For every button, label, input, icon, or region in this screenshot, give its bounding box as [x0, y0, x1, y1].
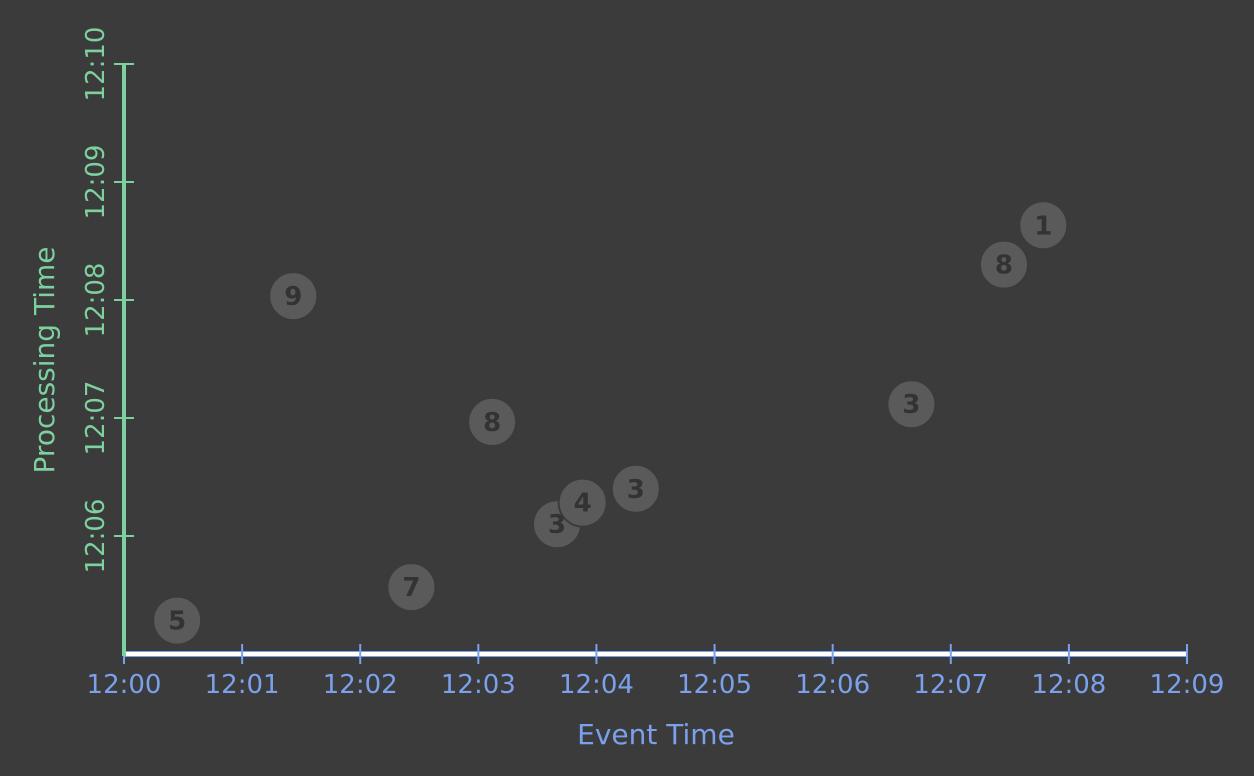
data-point-label: 3 — [627, 475, 645, 505]
x-axis-line — [124, 652, 1187, 656]
y-axis: 12:06 12:07 12:08 12:09 12:10 — [81, 27, 134, 656]
data-point: 9 — [268, 271, 319, 322]
x-tick-label: 12:02 — [323, 670, 398, 700]
data-point: 1 — [1018, 200, 1069, 251]
data-point-label: 9 — [284, 282, 302, 312]
data-point-marker — [557, 477, 608, 528]
data-point-label: 5 — [168, 607, 186, 637]
y-tick-label: 12:07 — [81, 381, 111, 456]
x-axis: 12:00 12:01 12:02 12:03 12:04 12:05 12:06 12:07… — [87, 644, 1225, 700]
x-tick-label: 12:07 — [913, 670, 988, 700]
data-point-marker — [1018, 200, 1069, 251]
data-point: 8 — [467, 396, 518, 447]
x-tick-label: 12:01 — [205, 670, 280, 700]
data-point-label: 7 — [402, 573, 420, 603]
data-point-label: 3 — [548, 510, 566, 540]
data-point-label: 1 — [1034, 211, 1052, 241]
data-point-marker — [152, 595, 203, 646]
data-point: 4 — [557, 477, 608, 528]
data-point: 8 — [978, 239, 1029, 290]
x-tick-label: 12:03 — [441, 670, 516, 700]
data-point-marker — [610, 463, 661, 514]
y-tick-label: 12:08 — [81, 263, 111, 338]
data-point-marker — [886, 379, 937, 430]
x-axis-label: Event Time — [577, 718, 735, 751]
y-tick-label: 12:09 — [81, 145, 111, 220]
data-point-marker — [467, 396, 518, 447]
data-point-label: 8 — [483, 408, 501, 438]
data-point-marker — [978, 239, 1029, 290]
data-point: 7 — [386, 562, 437, 613]
x-tick-label: 12:06 — [795, 670, 870, 700]
x-tick-label: 12:05 — [677, 670, 752, 700]
x-tick-label: 12:00 — [87, 670, 162, 700]
data-point-label: 4 — [574, 489, 592, 519]
x-tick-label: 12:08 — [1031, 670, 1106, 700]
x-tick-label: 12:04 — [559, 670, 634, 700]
data-point: 3 — [886, 379, 937, 430]
data-point-marker — [268, 271, 319, 322]
y-axis-label: Processing Time — [28, 247, 61, 474]
y-tick-label: 12:10 — [81, 27, 111, 102]
data-point-label: 3 — [902, 390, 920, 420]
y-axis-line — [122, 64, 126, 656]
data-point: 5 — [152, 595, 203, 646]
x-tick-label: 12:09 — [1150, 670, 1225, 700]
data-point-marker — [386, 562, 437, 613]
y-tick-label: 12:06 — [81, 499, 111, 574]
data-point: 3 — [610, 463, 661, 514]
data-point-label: 8 — [995, 251, 1013, 281]
